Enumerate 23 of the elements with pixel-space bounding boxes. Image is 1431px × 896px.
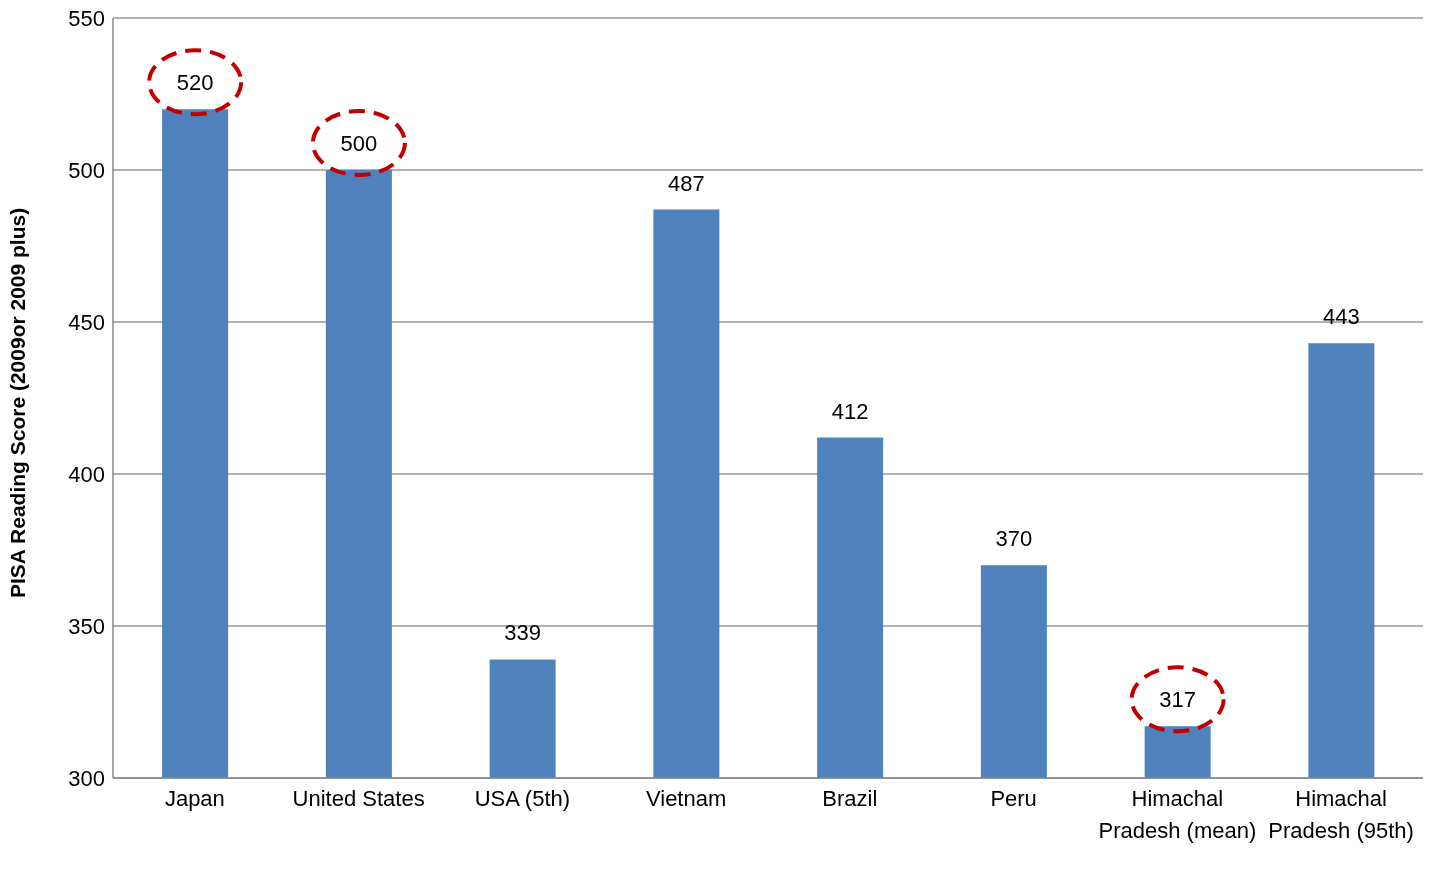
y-tick-label: 300 — [68, 765, 105, 791]
x-tick-label: Peru — [990, 786, 1037, 811]
y-axis-title: PISA Reading Score (2009or 2009 plus) — [6, 207, 30, 598]
x-tick-label: USA (5th) — [474, 786, 571, 811]
y-tick-label: 550 — [68, 5, 105, 31]
y-tick-label: 450 — [68, 309, 105, 335]
x-tick-label: Japan — [164, 786, 225, 811]
x-tick-label: Brazil — [822, 786, 878, 811]
x-tick-label: Vietnam — [645, 786, 727, 811]
data-label: 443 — [1323, 304, 1360, 330]
y-tick-label: 500 — [68, 157, 105, 183]
x-tick-label: Himachal Pradesh (95th) — [1268, 786, 1414, 843]
data-label: 412 — [831, 398, 869, 424]
data-label: 487 — [668, 170, 705, 196]
x-tick-label: Himachal Pradesh (mean) — [1098, 786, 1257, 843]
data-label: 317 — [1159, 687, 1196, 713]
y-tick-label: 350 — [68, 613, 105, 639]
y-tick-label: 400 — [68, 461, 105, 487]
data-label: 370 — [995, 526, 1033, 552]
data-label: 339 — [504, 620, 541, 646]
data-label: 520 — [176, 70, 214, 96]
x-tick-label: United States — [292, 786, 425, 811]
data-label: 500 — [340, 131, 378, 156]
